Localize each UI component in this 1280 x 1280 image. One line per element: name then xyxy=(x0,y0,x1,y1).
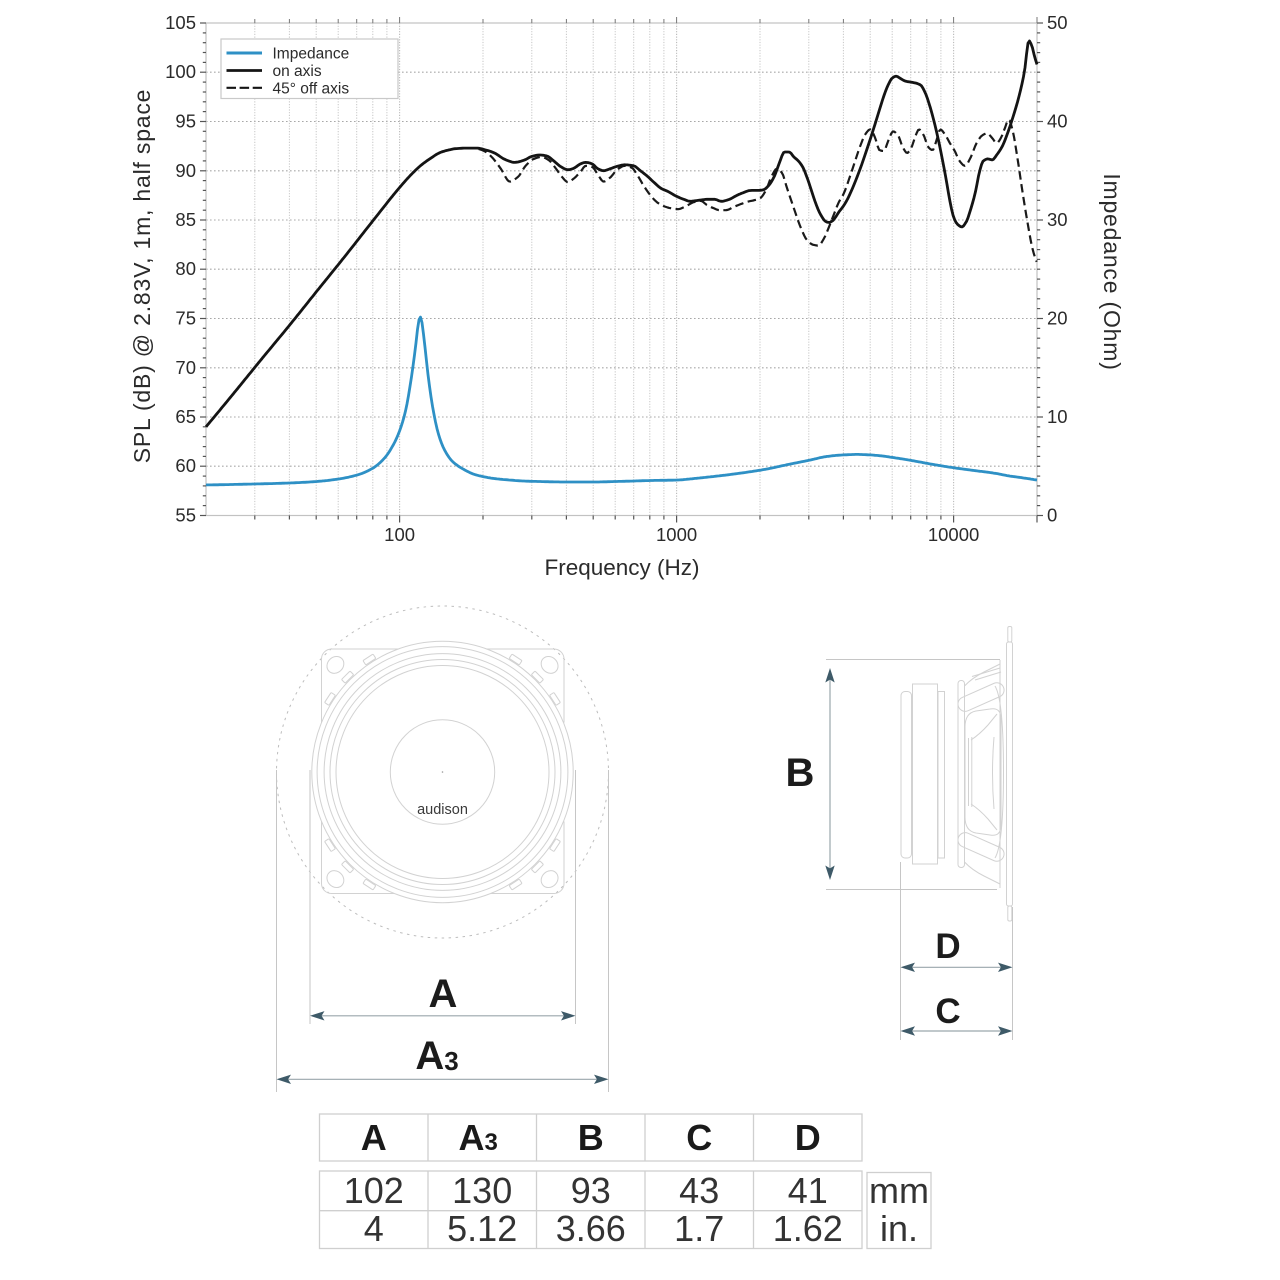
svg-text:102: 102 xyxy=(344,1170,404,1211)
svg-text:A: A xyxy=(361,1117,387,1158)
svg-text:5.12: 5.12 xyxy=(447,1208,517,1249)
svg-text:80: 80 xyxy=(175,258,196,279)
svg-text:on axis: on axis xyxy=(273,63,322,80)
svg-text:1.62: 1.62 xyxy=(773,1208,843,1249)
svg-text:20: 20 xyxy=(1047,308,1068,329)
svg-text:in.: in. xyxy=(880,1208,918,1249)
svg-text:A: A xyxy=(429,972,458,1016)
svg-text:85: 85 xyxy=(175,209,196,230)
svg-text:mm: mm xyxy=(869,1170,929,1211)
svg-text:3.66: 3.66 xyxy=(556,1208,626,1249)
svg-text:60: 60 xyxy=(175,455,196,476)
svg-text:B: B xyxy=(578,1117,604,1158)
svg-text:Impedance: Impedance xyxy=(273,46,350,63)
svg-text:1.7: 1.7 xyxy=(674,1208,724,1249)
svg-text:C: C xyxy=(686,1117,712,1158)
svg-text:41: 41 xyxy=(788,1170,828,1211)
svg-text:0: 0 xyxy=(1047,505,1057,526)
svg-text:100: 100 xyxy=(384,524,415,545)
svg-text:audison: audison xyxy=(417,802,468,818)
svg-text:D: D xyxy=(795,1117,821,1158)
svg-text:95: 95 xyxy=(175,111,196,132)
svg-text:1000: 1000 xyxy=(656,524,697,545)
svg-text:55: 55 xyxy=(175,505,196,526)
svg-text:A3: A3 xyxy=(459,1117,498,1158)
svg-text:100: 100 xyxy=(165,61,196,82)
svg-text:30: 30 xyxy=(1047,209,1068,230)
svg-text:SPL (dB) @ 2.83V, 1m, half spa: SPL (dB) @ 2.83V, 1m, half space xyxy=(129,89,155,464)
svg-text:40: 40 xyxy=(1047,111,1068,132)
svg-text:10000: 10000 xyxy=(928,524,979,545)
svg-text:D: D xyxy=(935,927,960,966)
svg-text:Frequency (Hz): Frequency (Hz) xyxy=(544,555,699,580)
svg-text:93: 93 xyxy=(571,1170,611,1211)
svg-text:43: 43 xyxy=(679,1170,719,1211)
svg-text:4: 4 xyxy=(364,1208,384,1249)
svg-text:50: 50 xyxy=(1047,12,1068,33)
svg-text:70: 70 xyxy=(175,357,196,378)
svg-text:65: 65 xyxy=(175,406,196,427)
svg-text:Impedance (Ohm): Impedance (Ohm) xyxy=(1099,173,1125,370)
svg-text:10: 10 xyxy=(1047,406,1068,427)
svg-text:75: 75 xyxy=(175,308,196,329)
svg-text:C: C xyxy=(935,992,960,1031)
svg-text:A3: A3 xyxy=(415,1034,458,1078)
svg-text:90: 90 xyxy=(175,160,196,181)
svg-text:B: B xyxy=(786,751,815,795)
svg-text:105: 105 xyxy=(165,12,196,33)
svg-text:45° off axis: 45° off axis xyxy=(273,80,350,97)
svg-text:130: 130 xyxy=(452,1170,512,1211)
